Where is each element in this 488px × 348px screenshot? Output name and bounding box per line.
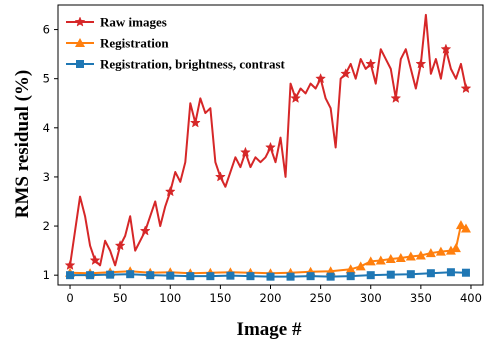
data-point [326,272,335,281]
data-point [386,270,395,279]
x-tick-label: 350 [410,291,432,305]
legend-marker [76,60,84,68]
y-tick-label: 2 [43,219,50,233]
data-point [114,240,126,251]
data-point [365,58,377,69]
data-point [66,271,75,280]
data-point [460,82,472,94]
data-point [106,270,115,279]
data-point [440,43,452,54]
data-point [345,264,356,274]
data-point [366,271,375,280]
data-point [340,68,352,79]
data-point [89,254,101,266]
x-tick-label: 50 [113,291,128,305]
legend-entry-0: Raw images [66,15,167,30]
data-point [64,259,76,270]
legend-entry-2: Registration, brightness, contrast [66,57,286,72]
data-point [346,272,355,281]
x-tick-label: 400 [460,291,482,305]
series-line-1 [70,224,467,275]
legend-marker [74,16,86,27]
x-tick-label: 150 [209,291,231,305]
data-point [164,185,176,197]
data-point [426,269,435,278]
x-tick-label: 300 [360,291,382,305]
series-2 [66,268,470,281]
data-point [355,261,366,271]
data-point [214,171,226,182]
x-axis-label: Image # [237,319,302,340]
x-tick-label: 200 [260,291,282,305]
data-point [435,246,446,256]
data-point [446,268,455,277]
data-point [395,252,406,262]
axes-layer: 0 50 100 150 200 250 300 350 400 1 2 3 4 5 6 [43,4,484,305]
legend-entry-1: Registration [66,36,169,51]
legend-label: Registration, brightness, contrast [100,57,286,72]
series-layer [64,13,472,281]
data-point [306,272,315,281]
data-point [246,272,255,281]
data-point [146,271,155,280]
y-tick-label: 6 [43,23,50,37]
data-point [86,271,95,280]
data-point [365,256,376,266]
data-point [290,92,301,103]
y-axis-label: RMS residual (%) [12,70,33,218]
legend-label: Registration [100,36,169,51]
series-1 [65,220,471,278]
data-point [266,272,275,281]
data-point [461,268,470,277]
data-point [390,92,402,103]
x-tick-label: 0 [66,291,73,305]
data-point [445,245,456,255]
data-point [425,248,436,258]
data-point [240,146,251,157]
data-point [126,270,135,279]
data-point [189,117,201,128]
data-point [455,220,466,230]
data-point [450,243,461,253]
series-0 [64,13,472,270]
x-tick-label: 250 [310,291,332,305]
data-point [206,272,215,281]
data-point [415,58,427,69]
data-point [286,272,295,281]
data-point [226,271,235,280]
y-tick-label: 4 [43,121,50,135]
data-point [139,225,151,236]
data-point [265,141,276,153]
data-point [460,223,471,233]
data-point [315,73,327,84]
legend-label: Raw images [100,15,167,30]
data-point [186,272,195,281]
y-tick-label: 3 [43,170,50,184]
legend-marker [75,38,85,47]
data-point [166,271,175,280]
series-line-0 [69,13,467,267]
data-point [385,253,396,263]
legend: Raw images Registration Registration, brig… [66,15,286,72]
y-tick-label: 5 [43,72,50,86]
data-point [406,270,415,279]
data-point [375,255,386,265]
y-tick-label: 1 [43,268,50,282]
data-point [405,251,416,261]
x-tick-label: 100 [159,291,181,305]
data-point [415,250,426,260]
